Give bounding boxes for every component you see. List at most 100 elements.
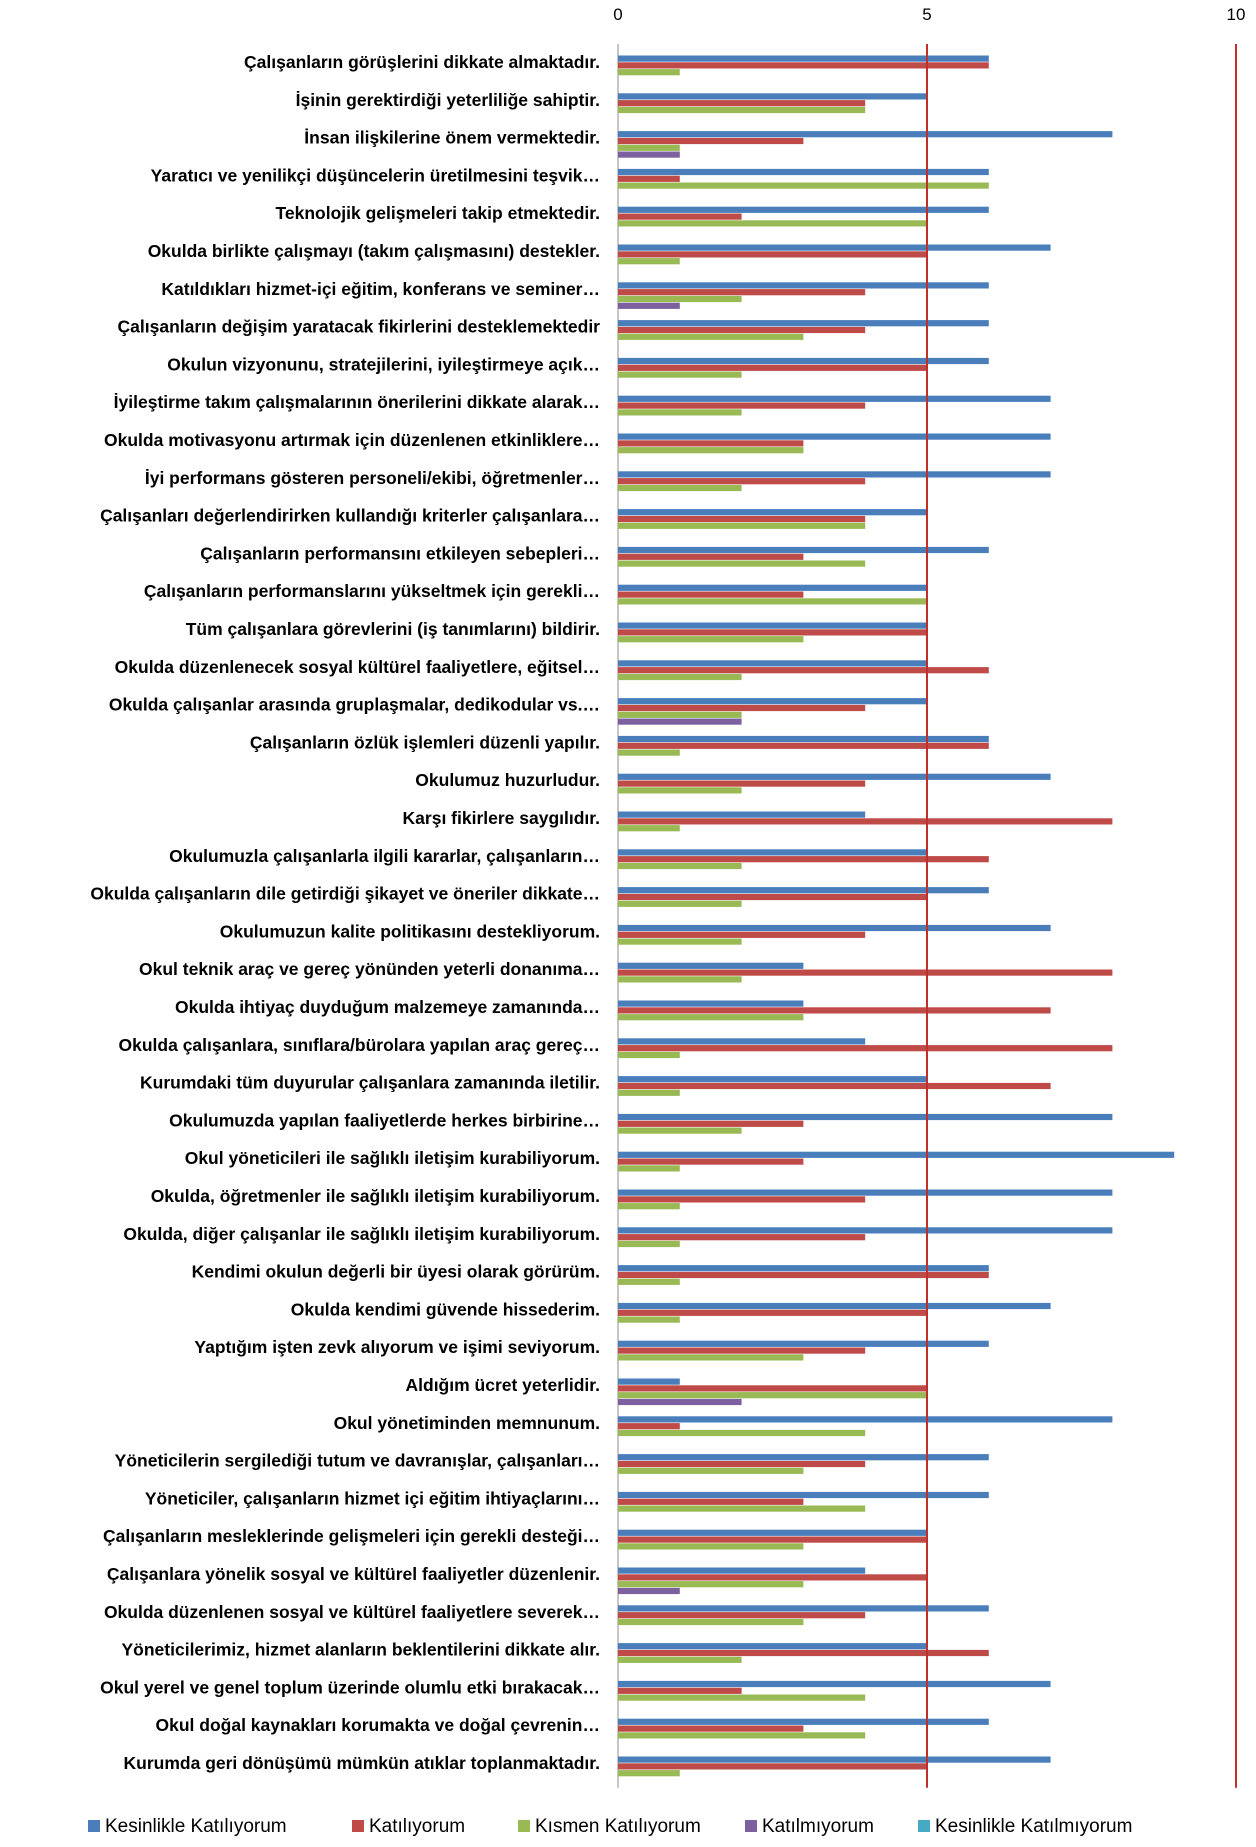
bar (618, 1467, 804, 1474)
bar (618, 553, 804, 560)
category-labels-layer: Çalışanların görüşlerini dikkate almakta… (90, 52, 600, 1773)
bar (618, 1045, 1113, 1052)
bar (618, 1770, 680, 1777)
bar (618, 1340, 989, 1347)
bar (618, 433, 1051, 440)
bar (618, 1309, 927, 1316)
bar (618, 371, 742, 378)
bar (618, 598, 927, 605)
bar (618, 924, 1051, 932)
bar (618, 1234, 866, 1241)
category-label: İşinin gerektirdiği yeterliliğe sahiptir… (296, 90, 600, 110)
bar (618, 1227, 1113, 1234)
category-label: Kurumda geri dönüşümü mümkün atıklar top… (124, 1753, 600, 1773)
category-label: Okulda birlikte çalışmayı (takım çalışma… (148, 241, 600, 261)
category-label: Okulda ihtiyaç duyduğum malzemeye zamanı… (175, 997, 600, 1017)
bar (618, 1587, 680, 1595)
bar (618, 1316, 680, 1323)
bar (618, 175, 680, 182)
bar (618, 144, 680, 151)
bar (618, 1725, 804, 1732)
bar (618, 1113, 1113, 1121)
category-label: Tüm çalışanlara görevlerini (iş tanımlar… (186, 619, 600, 639)
bar (618, 636, 804, 643)
legend-label: Kesinlikle Katılıyorum (105, 1816, 287, 1837)
bar (618, 629, 927, 636)
category-label: Okulumuzla çalışanlarla ilgili kararlar,… (169, 846, 600, 866)
category-label: Okul yöneticileri ile sağlıklı iletişim … (185, 1148, 600, 1168)
legend-label: Kesinlikle Katılmıyorum (935, 1816, 1132, 1837)
category-label: Okulumuz huzurludur. (415, 770, 600, 790)
bar (618, 969, 1113, 976)
bar (618, 522, 866, 529)
bar (618, 546, 989, 554)
category-label: Çalışanlara yönelik sosyal ve kültürel f… (107, 1564, 600, 1584)
x-tick-label: 10 (1227, 5, 1246, 24)
bar (618, 213, 742, 220)
bar (618, 258, 680, 265)
category-label: Okulumuzun kalite politikasını destekliy… (220, 921, 600, 941)
bar (618, 825, 680, 832)
x-tick-label: 0 (613, 5, 622, 24)
bar (618, 1618, 804, 1626)
bar (618, 1429, 866, 1437)
bar (618, 62, 989, 69)
bar (618, 106, 866, 114)
bar (618, 673, 742, 681)
bar (618, 622, 927, 629)
bar (618, 509, 927, 516)
bar (618, 1423, 680, 1430)
x-tick-label: 5 (922, 5, 931, 24)
bar (618, 1158, 804, 1165)
bar (618, 151, 680, 158)
bar (618, 1649, 989, 1657)
category-label: Okulda, öğretmenler ile sağlıklı iletişi… (151, 1186, 600, 1206)
category-label: Çalışanların mesleklerinde gelişmeleri i… (103, 1526, 600, 1546)
bar (618, 1165, 680, 1172)
bar (618, 1302, 1051, 1310)
bar (618, 1265, 989, 1272)
category-label: Okulda çalışanların dile getirdiği şikay… (90, 884, 600, 904)
legend-swatch (745, 1820, 757, 1832)
bar (618, 1076, 927, 1083)
bar (618, 1278, 680, 1285)
bar (618, 1574, 927, 1581)
category-label: Kendimi okulun değerli bir üyesi olarak … (192, 1262, 600, 1282)
bar (618, 1354, 804, 1361)
bar (618, 1014, 804, 1021)
bar (618, 295, 742, 303)
bar (618, 395, 1051, 402)
bar (618, 326, 866, 334)
category-label: Katıldıkları hizmet-içi eğitim, konferan… (161, 279, 600, 299)
category-label: Yöneticilerin sergilediği tutum ve davra… (115, 1451, 600, 1471)
bar (618, 1127, 742, 1134)
bar (618, 93, 927, 100)
bar (618, 168, 989, 176)
legend-swatch (518, 1820, 530, 1832)
bar (618, 1687, 742, 1694)
bar (618, 1392, 927, 1399)
bar (618, 1120, 804, 1127)
bar (618, 1454, 989, 1461)
category-label: Kurumdaki tüm duyurular çalışanlara zama… (140, 1073, 600, 1093)
category-label: Okulda düzenlenecek sosyal kültürel faal… (115, 657, 600, 677)
bar (618, 289, 866, 296)
bar (618, 591, 804, 598)
bar (618, 667, 989, 674)
category-label: Okul yerel ve genel toplum üzerinde olum… (100, 1677, 600, 1697)
bar (618, 1038, 866, 1045)
bar (618, 1756, 1051, 1763)
bar (618, 100, 866, 107)
bar (618, 862, 742, 870)
category-label: Teknolojik gelişmeleri takip etmektedir. (275, 203, 600, 223)
bar (618, 55, 989, 62)
bar (618, 1567, 866, 1574)
bar (618, 1203, 680, 1210)
bar (618, 773, 1051, 780)
bars-layer (618, 55, 1175, 1777)
bar (618, 1082, 1051, 1090)
bar (618, 1656, 742, 1663)
bar (618, 711, 742, 718)
bar (618, 1543, 804, 1550)
bar (618, 182, 989, 189)
